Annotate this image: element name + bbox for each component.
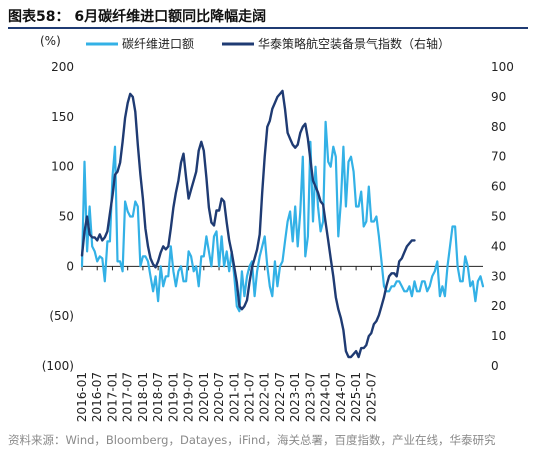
x-tick-label: 2024-01 xyxy=(319,372,333,422)
x-tick-label: 2017-01 xyxy=(105,372,119,422)
y-right-tick-label: 10 xyxy=(491,329,506,343)
y-left-tick-label: 100 xyxy=(51,160,74,174)
series-line-1 xyxy=(80,120,485,313)
x-tick-label: 2022-07 xyxy=(273,372,287,422)
y-left-tick-label: (100) xyxy=(42,359,74,373)
y-right-tick-label: 20 xyxy=(491,299,506,313)
legend: 碳纤维进口额 华泰策略航空装备景气指数（右轴） xyxy=(86,36,450,51)
x-tick-label: 2019-01 xyxy=(166,372,180,422)
series-line-2 xyxy=(80,89,416,359)
x-tick-label: 2023-01 xyxy=(288,372,302,422)
title-rule xyxy=(8,27,528,29)
y-right-tick-label: 90 xyxy=(491,90,506,104)
y-right-tick-label: 60 xyxy=(491,180,506,194)
x-tick-label: 2025-01 xyxy=(349,372,363,422)
x-tick-label: 2023-07 xyxy=(303,372,317,422)
x-tick-label: 2024-07 xyxy=(334,372,348,422)
y-right-tick-label: 70 xyxy=(491,150,506,164)
x-tick-label: 2020-01 xyxy=(197,372,211,422)
x-tick-label: 2022-01 xyxy=(258,372,272,422)
y-left-tick-label: 0 xyxy=(66,259,74,273)
x-tick-label: 2017-07 xyxy=(121,372,135,422)
x-tick-label: 2016-01 xyxy=(75,372,89,422)
x-tick-label: 2018-07 xyxy=(151,372,165,422)
x-tick-label: 2018-01 xyxy=(136,372,150,422)
legend-label-series-2: 华泰策略航空装备景气指数（右轴） xyxy=(258,36,450,51)
y-left-tick-label: (50) xyxy=(49,309,74,323)
y-right-tick-label: 30 xyxy=(491,269,506,283)
y-left-tick-label: 150 xyxy=(51,110,74,124)
y-left-tick-label: 50 xyxy=(59,210,74,224)
y-right-tick-label: 50 xyxy=(491,210,506,224)
legend-label-series-1: 碳纤维进口额 xyxy=(122,37,194,51)
y-right-tick-label: 0 xyxy=(491,359,499,373)
y-right-tick-label: 40 xyxy=(491,239,506,253)
x-tick-label: 2025-07 xyxy=(364,372,378,422)
x-tick-label: 2016-07 xyxy=(90,372,104,422)
x-tick-label: 2020-07 xyxy=(212,372,226,422)
source-note: 资料来源：Wind，Bloomberg，Datayes，iFind，海关总署，百… xyxy=(8,433,496,447)
y-left-axis-label: (%) xyxy=(40,34,61,48)
x-tick-label: 2019-07 xyxy=(182,372,196,422)
x-tick-label: 2021-01 xyxy=(227,372,241,422)
y-left-tick-label: 200 xyxy=(51,60,74,74)
y-right-tick-label: 80 xyxy=(491,120,506,134)
series-layer xyxy=(80,89,485,359)
x-tick-label: 2021-07 xyxy=(243,372,257,422)
y-right-tick-label: 100 xyxy=(491,60,514,74)
figure-title: 图表58： 6月碳纤维进口额同比降幅走阔 xyxy=(8,9,267,25)
left-axis-ticks: 200 150 100 50 0 (50) (100) xyxy=(42,60,74,373)
x-axis-ticks: 2016-01 2016-07 2017-01 2017-07 2018-01 2018-… xyxy=(75,266,378,422)
